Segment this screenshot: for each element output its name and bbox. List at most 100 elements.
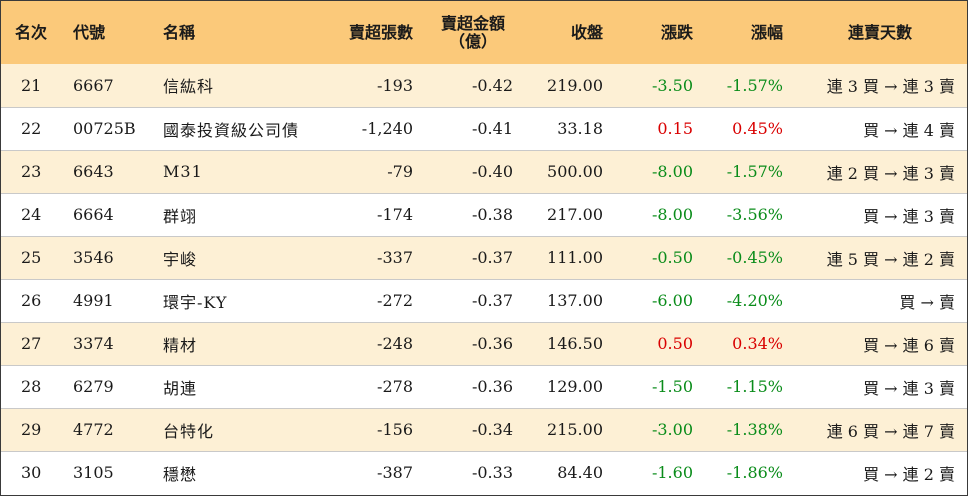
- change-cell: 0.15: [613, 106, 703, 150]
- net-sell-lots-cell: -387: [323, 450, 423, 494]
- name-cell: 精材: [145, 321, 323, 365]
- net-sell-amount-cell: -0.36: [423, 364, 523, 408]
- net-sell-lots-cell: -1,240: [323, 106, 423, 150]
- net-sell-lots-cell: -272: [323, 278, 423, 322]
- code-cell: 3105: [59, 450, 145, 494]
- net-sell-amount-cell: -0.33: [423, 450, 523, 494]
- close-cell: 500.00: [523, 149, 613, 193]
- net-sell-amount-cell: -0.38: [423, 192, 523, 236]
- net-sell-lots-cell: -278: [323, 364, 423, 408]
- net-sell-lots-cell: -79: [323, 149, 423, 193]
- table-row[interactable]: 23 6643 M31 -79 -0.40 500.00 -8.00 -1.57% 連 2 買 …: [1, 149, 967, 193]
- code-cell: 6279: [59, 364, 145, 408]
- net-sell-amount-cell: -0.37: [423, 278, 523, 322]
- name-cell: M31: [145, 149, 323, 193]
- table-row[interactable]: 25 3546 宇峻 -337 -0.37 111.00 -0.50 -0.45% 連 5 買 …: [1, 235, 967, 279]
- code-cell: 6667: [73, 75, 114, 95]
- header-change-pct: 漲幅: [750, 22, 783, 42]
- net-sell-amount-cell: -0.37: [423, 235, 523, 279]
- code-cell: 4991: [59, 278, 145, 322]
- change-pct-cell: -3.56%: [703, 192, 793, 236]
- net-sell-amount-cell: -0.41: [423, 106, 523, 150]
- code-cell: 4772: [59, 407, 145, 451]
- rank-cell: 29: [1, 407, 59, 451]
- name-cell: 國泰投資級公司債: [145, 106, 323, 150]
- table-row[interactable]: 28 6279 胡連 -278 -0.36 129.00 -1.50 -1.15% 買 → 連 …: [1, 364, 967, 408]
- change-cell: -1.60: [613, 450, 703, 494]
- change-cell: -3.00: [613, 407, 703, 451]
- rank-cell: 24: [1, 192, 59, 236]
- change-cell: -1.50: [613, 364, 703, 408]
- table-row[interactable]: 29 4772 台特化 -156 -0.34 215.00 -3.00 -1.38% 連 6 買…: [1, 407, 967, 451]
- code-cell: 6664: [59, 192, 145, 236]
- change-pct-cell: -4.20%: [703, 278, 793, 322]
- rank-cell: 27: [1, 321, 59, 365]
- close-cell: 217.00: [523, 192, 613, 236]
- header-rank: 名次: [15, 22, 48, 42]
- net-sell-amount-cell: -0.40: [423, 149, 523, 193]
- header-streak: 連賣天數: [847, 22, 912, 42]
- code-cell: 3374: [59, 321, 145, 365]
- streak-cell: 連 3 買 → 連 3 賣: [826, 77, 955, 97]
- rank-cell: 22: [1, 106, 59, 150]
- table-body: 21 6667 信紘科 -193 -0.42 219.00 -3.50 -1.57% 連 3 買…: [1, 64, 967, 494]
- table-row[interactable]: 24 6664 群翊 -174 -0.38 217.00 -8.00 -3.56% 買 → 連 …: [1, 192, 967, 236]
- close-cell: 129.00: [523, 364, 613, 408]
- header-net-sell-amount-label: 賣超金額: [440, 13, 505, 33]
- change-pct-cell: -1.57%: [703, 149, 793, 193]
- net-sell-lots-cell: -337: [323, 235, 423, 279]
- change-cell: 0.50: [613, 321, 703, 365]
- rank-cell: 30: [1, 450, 59, 494]
- rank-cell: 26: [1, 278, 59, 322]
- change-cell: -0.50: [613, 235, 703, 279]
- change-cell: -8.00: [613, 149, 703, 193]
- change-pct-cell: -1.57%: [726, 75, 783, 95]
- header-net-sell-amount: 賣超金額 （億）: [423, 1, 523, 64]
- table-row[interactable]: 22 00725B 國泰投資級公司債 -1,240 -0.41 33.18 0.15 0.45…: [1, 106, 967, 150]
- table-row[interactable]: 26 4991 環宇-KY -272 -0.37 137.00 -6.00 -4.20% 買 →…: [1, 278, 967, 322]
- name-cell: 信紘科: [163, 77, 215, 97]
- streak-cell: 連 6 買 → 連 7 賣: [793, 407, 967, 451]
- change-cell: -8.00: [613, 192, 703, 236]
- close-cell: 146.50: [523, 321, 613, 365]
- name-cell: 宇峻: [145, 235, 323, 279]
- net-sell-lots-cell: -174: [323, 192, 423, 236]
- change-pct-cell: -0.45%: [703, 235, 793, 279]
- streak-cell: 買 → 賣: [793, 278, 967, 322]
- streak-cell: 買 → 連 3 賣: [793, 364, 967, 408]
- rank-cell: 28: [1, 364, 59, 408]
- change-pct-cell: 0.45%: [703, 106, 793, 150]
- close-cell: 137.00: [523, 278, 613, 322]
- streak-cell: 買 → 連 3 賣: [793, 192, 967, 236]
- code-cell: 6643: [59, 149, 145, 193]
- net-sell-amount-cell: -0.34: [423, 407, 523, 451]
- name-cell: 環宇-KY: [145, 278, 323, 322]
- change-pct-cell: -1.15%: [703, 364, 793, 408]
- table-row[interactable]: 30 3105 穩懋 -387 -0.33 84.40 -1.60 -1.86% 買 → 連 2…: [1, 450, 967, 494]
- net-sell-amount-cell: -0.42: [471, 75, 513, 95]
- close-cell: 111.00: [523, 235, 613, 279]
- net-sell-lots-cell: -193: [377, 75, 413, 95]
- streak-cell: 連 2 買 → 連 3 賣: [793, 149, 967, 193]
- table-row[interactable]: 21 6667 信紘科 -193 -0.42 219.00 -3.50 -1.57% 連 3 買…: [1, 64, 967, 107]
- change-pct-cell: -1.86%: [703, 450, 793, 494]
- net-sell-lots-cell: -248: [323, 321, 423, 365]
- header-row: 名次 代號 名稱 賣超張數 賣超金額 （億） 收盤 漲跌 漲幅 連賣天數: [1, 1, 967, 64]
- header-change: 漲跌: [660, 22, 693, 42]
- change-cell: -3.50: [651, 75, 693, 95]
- net-sell-lots-cell: -156: [323, 407, 423, 451]
- table-row[interactable]: 27 3374 精材 -248 -0.36 146.50 0.50 0.34% 買 → 連 6 …: [1, 321, 967, 365]
- rank-cell: 25: [1, 235, 59, 279]
- table-header: 名次 代號 名稱 賣超張數 賣超金額 （億） 收盤 漲跌 漲幅 連賣天數: [1, 1, 967, 64]
- rank-cell: 21: [21, 75, 42, 95]
- close-cell: 215.00: [523, 407, 613, 451]
- header-net-sell-lots: 賣超張數: [348, 22, 413, 42]
- close-cell: 33.18: [523, 106, 613, 150]
- code-cell: 3546: [59, 235, 145, 279]
- code-cell: 00725B: [59, 106, 145, 150]
- name-cell: 穩懋: [145, 450, 323, 494]
- close-cell: 84.40: [523, 450, 613, 494]
- rank-cell: 23: [1, 149, 59, 193]
- streak-cell: 買 → 連 2 賣: [793, 450, 967, 494]
